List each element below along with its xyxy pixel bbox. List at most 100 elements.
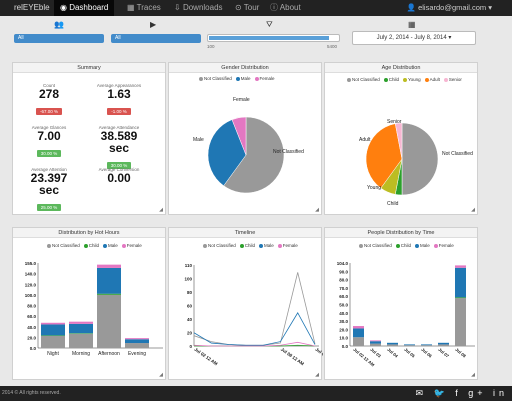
legend-item[interactable]: Not Classified <box>203 243 236 248</box>
legend-item[interactable]: Young <box>403 77 421 82</box>
x-tick-label: Evening <box>128 351 146 357</box>
legend-item[interactable]: Female <box>433 243 454 248</box>
date-range-picker[interactable]: July 2, 2014 - July 8, 2014 ▾ <box>352 31 476 45</box>
bar-segment[interactable] <box>387 344 398 346</box>
pie-slice[interactable] <box>365 123 403 189</box>
bar-segment[interactable] <box>97 264 121 268</box>
bar-segment[interactable] <box>97 293 121 295</box>
legend-item[interactable]: Not Classified <box>47 243 80 248</box>
pie-slice[interactable] <box>207 119 247 187</box>
legend-item[interactable]: Not Classified <box>347 77 380 82</box>
bar-segment[interactable] <box>387 342 398 345</box>
y-tick-label: 20.0 <box>339 327 348 332</box>
bar-segment[interactable] <box>41 322 65 325</box>
y-tick-label: 90.0 <box>339 269 348 274</box>
bar-segment[interactable] <box>353 326 364 329</box>
bar-segment[interactable] <box>455 297 466 299</box>
bar-segment[interactable] <box>438 342 449 345</box>
legend-item[interactable]: Not Classified <box>359 243 392 248</box>
pie-slice[interactable] <box>394 122 403 160</box>
bar-segment[interactable] <box>125 338 149 340</box>
duration-slider[interactable] <box>207 34 340 42</box>
legend-item[interactable]: Adult <box>424 77 440 82</box>
pie-slice[interactable] <box>401 122 439 196</box>
gender-panel: Gender Distribution Not Classified Male Fe… <box>168 62 322 215</box>
bar-segment[interactable] <box>353 328 364 338</box>
resize-handle-icon[interactable]: ◢ <box>471 207 475 213</box>
bar-segment[interactable] <box>97 294 121 348</box>
series-line[interactable] <box>193 341 316 347</box>
resize-handle-icon[interactable]: ◢ <box>315 372 319 378</box>
bar-segment[interactable] <box>370 341 381 344</box>
y-tick-label: 104.0 <box>337 261 349 266</box>
bar-segment[interactable] <box>69 321 93 324</box>
y-tick-label: 60.0 <box>27 314 36 319</box>
resize-handle-icon[interactable]: ◢ <box>159 207 163 213</box>
bar-segment[interactable] <box>455 267 466 298</box>
bar-segment[interactable] <box>97 267 121 294</box>
pie-slice[interactable] <box>231 116 247 156</box>
bar-segment[interactable] <box>370 343 381 346</box>
tab-downloads[interactable]: ⇩ Downloads <box>174 3 223 12</box>
legend-item[interactable]: Male <box>415 243 430 248</box>
y-tick-label: 0.0 <box>30 346 37 351</box>
bar-segment[interactable] <box>370 340 381 342</box>
legend-item[interactable]: Male <box>259 243 274 248</box>
user-menu[interactable]: 👤 elisardo@gmail.com ▾ <box>406 3 492 12</box>
bar-segment[interactable] <box>69 333 93 348</box>
bar-segment[interactable] <box>69 333 93 334</box>
tab-dashboard[interactable]: ◉ Dashboard <box>54 0 115 16</box>
bar-segment[interactable] <box>41 335 65 348</box>
metric-0: Count 278 -67.00 % <box>19 83 79 118</box>
tab-traces[interactable]: ▦ Traces <box>127 3 161 12</box>
legend-item[interactable]: Senior <box>443 77 462 82</box>
y-tick-label: 60 <box>187 304 193 309</box>
bar-segment[interactable] <box>404 345 415 346</box>
resize-handle-icon[interactable]: ◢ <box>315 207 319 213</box>
gender-select[interactable]: All <box>14 34 104 43</box>
bar-segment[interactable] <box>41 324 65 336</box>
bar-segment[interactable] <box>69 323 93 334</box>
bar-segment[interactable] <box>455 298 466 346</box>
resize-handle-icon[interactable]: ◢ <box>159 372 163 378</box>
legend-item[interactable]: Male <box>235 76 251 81</box>
legend-item[interactable]: Child <box>383 77 399 82</box>
bar-segment[interactable] <box>41 335 65 336</box>
bar-segment[interactable] <box>438 344 449 346</box>
brand-logo[interactable]: relEYEble <box>14 3 50 12</box>
gender-title: Gender Distribution <box>169 63 321 73</box>
y-tick-label: 0 <box>189 344 192 349</box>
bar-segment[interactable] <box>421 345 432 346</box>
resize-handle-icon[interactable]: ◢ <box>471 372 475 378</box>
metric-label: Average Attention <box>31 167 67 172</box>
pie-slice[interactable] <box>223 116 285 194</box>
gender-pie-chart: Not Classified Male Female <box>193 97 304 194</box>
x-tick-label: Jul 08 12 AM <box>314 347 323 367</box>
metric-value: 7.00 <box>37 129 61 143</box>
hot-hours-bar-chart: 155.0 140.0 120.0 100.0 80.0 60.0 40.0 20.0 0.0 N… <box>25 261 163 357</box>
legend-item[interactable]: Female <box>254 76 275 81</box>
bar-segment[interactable] <box>421 344 432 346</box>
legend-item[interactable]: Not Classified <box>199 76 232 81</box>
bar-segment[interactable] <box>455 265 466 268</box>
pie-label: Senior <box>387 119 402 125</box>
legend-item[interactable]: Female <box>121 243 142 248</box>
legend-item[interactable]: Male <box>103 243 118 248</box>
series-line[interactable] <box>193 312 316 346</box>
tab-tour[interactable]: ⊙ Tour <box>235 3 260 12</box>
bar-segment[interactable] <box>125 339 149 344</box>
series-line[interactable] <box>193 272 316 346</box>
bar-segment[interactable] <box>404 344 415 346</box>
legend-item[interactable]: Child <box>395 243 411 248</box>
social-links[interactable]: ✉ 🐦 f g+ in <box>415 388 508 398</box>
legend-item[interactable]: Female <box>277 243 298 248</box>
tab-about[interactable]: ⓘ About <box>270 3 301 12</box>
hot-hours-panel: Distribution by Hot Hours Not Classified… <box>12 227 166 380</box>
legend-item[interactable]: Child <box>83 243 99 248</box>
legend-item[interactable]: Child <box>239 243 255 248</box>
bar-segment[interactable] <box>353 337 364 346</box>
y-tick-label: 40.0 <box>339 311 348 316</box>
y-tick-label: 100 <box>184 277 192 282</box>
camera-select[interactable]: All <box>111 34 201 43</box>
bar-segment[interactable] <box>125 343 149 348</box>
